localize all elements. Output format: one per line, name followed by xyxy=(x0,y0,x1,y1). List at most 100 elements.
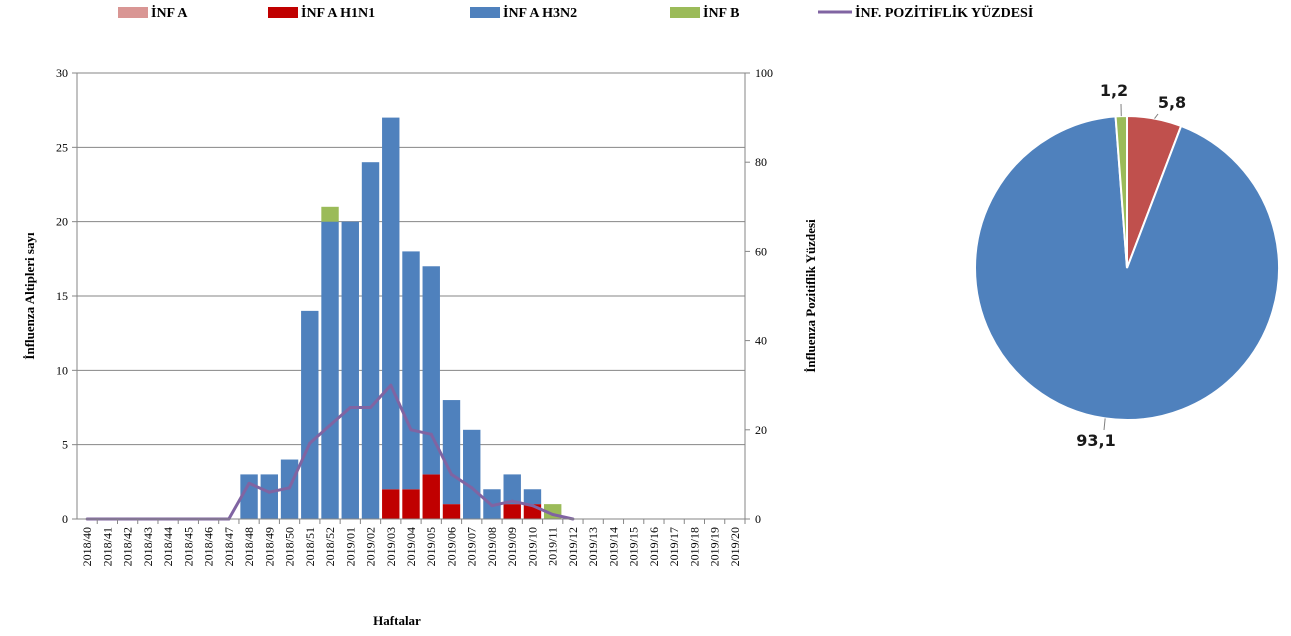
bar-i-nf-a-h3n2-2019-03 xyxy=(382,117,400,490)
x-tick-label-2018-44: 2018/44 xyxy=(161,527,175,566)
bar-i-nf-a-h3n2-2019-01 xyxy=(341,221,359,519)
bar-i-nf-a-h3n2-2019-06 xyxy=(442,400,461,505)
positivity-point-2018-48 xyxy=(247,481,251,485)
left-tick-label: 0 xyxy=(62,512,68,526)
right-tick-label: 0 xyxy=(755,512,761,526)
x-tick-label-2019-08: 2019/08 xyxy=(485,527,499,566)
x-tick-label-2019-03: 2019/03 xyxy=(384,527,398,566)
positivity-point-2019-10 xyxy=(530,504,534,508)
bar-i-nf-a-h3n2-2019-09 xyxy=(503,474,521,505)
right-axis-title: İnfluenza Pozitiflik Yüzdesi xyxy=(803,219,818,373)
x-tick-label-2018-42: 2018/42 xyxy=(121,527,135,566)
x-tick-label-2019-02: 2019/02 xyxy=(364,527,378,566)
pie-label-1-2: 1,2 xyxy=(1100,81,1128,100)
x-tick-label-2018-48: 2018/48 xyxy=(242,527,256,566)
positivity-point-2019-11 xyxy=(551,513,555,517)
positivity-point-2019-09 xyxy=(510,499,514,503)
positivity-point-2018-52 xyxy=(328,423,332,427)
x-tick-label-2019-06: 2019/06 xyxy=(444,527,458,566)
positivity-point-2019-06 xyxy=(449,472,453,476)
x-tick-label-2019-20: 2019/20 xyxy=(728,527,742,566)
x-tick-label-2019-05: 2019/05 xyxy=(424,527,438,566)
right-tick-label: 80 xyxy=(755,155,767,169)
bar-i-nf-a-h3n2-2018-49 xyxy=(260,474,279,519)
x-tick-label-2018-40: 2018/40 xyxy=(80,527,94,566)
pie-slices xyxy=(974,114,1280,421)
bars xyxy=(240,117,562,519)
positivity-point-2019-08 xyxy=(490,504,494,508)
positivity-point-2019-02 xyxy=(369,406,373,409)
x-tick-label-2019-07: 2019/07 xyxy=(465,527,479,566)
left-tick-label: 10 xyxy=(56,363,68,377)
x-tick-label-2019-15: 2019/15 xyxy=(627,527,641,566)
x-tick-label-2019-19: 2019/19 xyxy=(708,527,722,566)
right-axis-ticks: 0 20 40 60 80 100 xyxy=(745,66,773,526)
x-axis-title: Haftalar xyxy=(373,613,421,628)
right-tick-label: 20 xyxy=(755,423,767,437)
right-tick-label: 40 xyxy=(755,334,767,348)
legend: İNF A İNF A H1N1 İNF A H3N2 İNF B İNF. P… xyxy=(118,4,1033,21)
bar-i-nf-a-h3n2-2018-51 xyxy=(301,310,319,519)
x-tick-label-2019-10: 2019/10 xyxy=(525,527,539,566)
legend-label-positivity: İNF. POZİTİFLİK YÜZDESİ xyxy=(855,4,1033,21)
x-tick-label-2018-45: 2018/45 xyxy=(181,527,195,566)
left-tick-label: 20 xyxy=(56,215,68,229)
legend-swatch-inf-a-h1n1 xyxy=(268,7,298,18)
positivity-point-2018-50 xyxy=(288,486,292,490)
positivity-point-2019-03 xyxy=(389,383,393,387)
bar-i-nf-a-h1n1-2019-03 xyxy=(382,489,400,519)
pie-slice-93-1 xyxy=(974,115,1280,421)
left-axis-ticks: 0 5 10 15 20 25 30 xyxy=(56,66,77,526)
bar-i-nf-a-h3n2-2019-07 xyxy=(463,429,481,519)
positivity-point-2019-01 xyxy=(348,406,352,409)
bar-i-nf-a-h3n2-2019-05 xyxy=(422,266,440,475)
x-tick-label-2018-52: 2018/52 xyxy=(323,527,337,566)
positivity-point-2019-05 xyxy=(429,432,433,436)
x-tick-label-2019-09: 2019/09 xyxy=(505,527,519,566)
bar-i-nf-a-h1n1-2019-05 xyxy=(422,474,440,519)
x-tick-label-2019-17: 2019/17 xyxy=(667,527,681,566)
bar-i-nf-a-h3n2-2019-04 xyxy=(402,251,420,490)
left-tick-label: 30 xyxy=(56,66,68,80)
legend-swatch-inf-b xyxy=(670,7,700,18)
x-tick-label-2018-43: 2018/43 xyxy=(141,527,155,566)
x-tick-label-2019-01: 2019/01 xyxy=(343,527,357,566)
bar-i-nf-a-h1n1-2019-06 xyxy=(442,504,461,519)
x-tick-label-2019-04: 2019/04 xyxy=(404,527,418,566)
right-tick-label: 100 xyxy=(755,66,773,80)
x-tick-label-2018-49: 2018/49 xyxy=(262,527,276,566)
pie-leader-line xyxy=(1154,113,1159,119)
x-tick-label-2019-13: 2019/13 xyxy=(586,527,600,566)
positivity-point-2019-07 xyxy=(470,486,474,490)
x-tick-label-2019-14: 2019/14 xyxy=(606,527,620,566)
x-tick-label-2018-51: 2018/51 xyxy=(303,527,317,566)
positivity-point-2018-51 xyxy=(308,441,312,445)
bar-chart: 0 5 10 15 20 25 30 0 20 40 60 80 100 2018/40 2018/41… xyxy=(22,66,818,628)
legend-swatch-inf-a-h3n2 xyxy=(470,7,500,18)
left-tick-label: 15 xyxy=(56,289,68,303)
x-tick-label-2018-41: 2018/41 xyxy=(100,527,114,566)
bar-i-nf-a-h3n2-2019-02 xyxy=(361,162,380,519)
bar-i-nf-a-h3n2-2018-52 xyxy=(321,221,339,519)
legend-label-inf-b: İNF B xyxy=(703,4,739,21)
pie-labels: 5,8 93,1 1,2 xyxy=(1076,81,1186,450)
legend-label-inf-a-h1n1: İNF A H1N1 xyxy=(301,4,375,21)
right-tick-label: 60 xyxy=(755,244,767,258)
x-tick-label-2019-12: 2019/12 xyxy=(566,527,580,566)
bar-i-nf-a-h1n1-2019-09 xyxy=(503,504,521,519)
positivity-point-2019-04 xyxy=(409,428,413,432)
pie-label-93-1: 93,1 xyxy=(1076,431,1115,450)
x-tick-label-2019-11: 2019/11 xyxy=(546,527,560,566)
pie-chart: 5,8 93,1 1,2 xyxy=(974,81,1280,450)
bar-i-nf-a-h3n2-2019-10 xyxy=(523,489,542,505)
left-axis-title: İnfluenza Altipleri sayı xyxy=(22,232,37,360)
pie-label-5-8: 5,8 xyxy=(1158,93,1186,112)
legend-swatch-inf-a xyxy=(118,7,148,18)
legend-label-inf-a-h3n2: İNF A H3N2 xyxy=(503,4,577,21)
x-tick-label-2018-50: 2018/50 xyxy=(283,527,297,566)
pie-leader-line xyxy=(1103,418,1106,431)
x-tick-label-2018-47: 2018/47 xyxy=(222,527,236,566)
x-tick-label-2018-46: 2018/46 xyxy=(202,527,216,566)
left-tick-label: 5 xyxy=(62,438,68,452)
